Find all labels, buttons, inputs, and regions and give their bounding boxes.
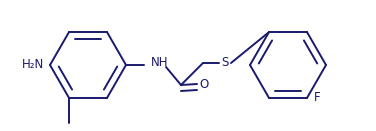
Text: NH: NH bbox=[151, 56, 168, 70]
Text: F: F bbox=[314, 91, 321, 104]
Text: H₂N: H₂N bbox=[22, 59, 44, 72]
Text: S: S bbox=[221, 56, 229, 70]
Text: O: O bbox=[199, 78, 208, 91]
